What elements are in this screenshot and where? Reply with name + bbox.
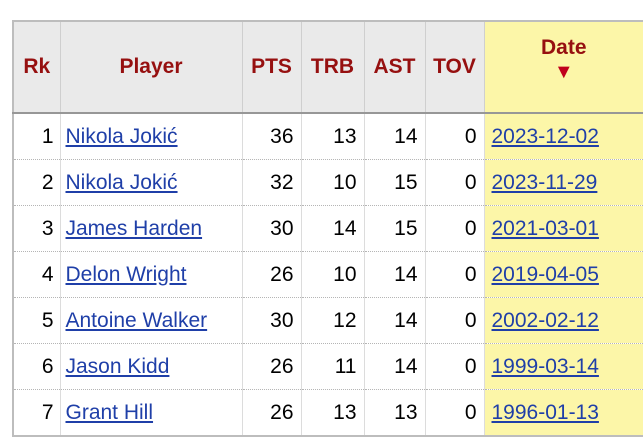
ast-cell: 15 [363, 205, 425, 252]
rank-cell: 3 [12, 205, 60, 252]
date-cell: 2002-02-12 [483, 297, 643, 344]
pts-cell: 32 [241, 159, 301, 206]
tov-cell: 0 [424, 389, 484, 437]
player-link[interactable]: Nikola Jokić [65, 170, 178, 194]
column-header-ast-label: AST [373, 55, 416, 78]
player-link[interactable]: James Harden [65, 216, 203, 240]
pts-cell: 36 [241, 113, 301, 160]
player-cell: Grant Hill [59, 389, 242, 437]
table-row: 2 Nikola Jokić 32 10 15 0 2023-11-29 [12, 159, 643, 206]
trb-cell: 10 [300, 251, 364, 298]
table-row: 7 Grant Hill 26 13 13 0 1996-01-13 [12, 389, 643, 437]
rank-cell: 5 [12, 297, 60, 344]
column-header-trb-label: TRB [310, 55, 355, 78]
player-link[interactable]: Delon Wright [65, 262, 187, 286]
rank-cell: 7 [12, 389, 60, 437]
player-link[interactable]: Grant Hill [65, 400, 154, 424]
player-cell: Nikola Jokić [59, 113, 242, 160]
trb-cell: 13 [300, 389, 364, 437]
column-header-rk[interactable]: Rk [12, 20, 61, 114]
player-cell: Nikola Jokić [59, 159, 242, 206]
rank-cell: 2 [12, 159, 60, 206]
column-header-pts-label: PTS [251, 55, 292, 78]
trb-cell: 11 [300, 343, 364, 390]
ast-cell: 14 [363, 343, 425, 390]
rank-cell: 1 [12, 113, 60, 160]
column-header-ast[interactable]: AST [363, 20, 426, 114]
table-row: 3 James Harden 30 14 15 0 2021-03-01 [12, 205, 643, 252]
stats-table: Rk Player PTS TRB AST TOV Date ▼ 1 Nikola… [12, 20, 643, 437]
ast-cell: 14 [363, 297, 425, 344]
sort-descending-icon: ▼ [553, 61, 574, 83]
rank-cell: 6 [12, 343, 60, 390]
pts-cell: 30 [241, 297, 301, 344]
tov-cell: 0 [424, 343, 484, 390]
table-row: 1 Nikola Jokić 36 13 14 0 2023-12-02 [12, 113, 643, 160]
table-row: 5 Antoine Walker 30 12 14 0 2002-02-12 [12, 297, 643, 344]
trb-cell: 12 [300, 297, 364, 344]
tov-cell: 0 [424, 205, 484, 252]
player-cell: Delon Wright [59, 251, 242, 298]
column-header-player[interactable]: Player [59, 20, 243, 114]
column-header-trb[interactable]: TRB [300, 20, 365, 114]
player-cell: Antoine Walker [59, 297, 242, 344]
stats-table-container: Rk Player PTS TRB AST TOV Date ▼ 1 Nikola… [12, 20, 644, 437]
column-header-player-label: Player [119, 55, 183, 78]
header-row: Rk Player PTS TRB AST TOV Date ▼ [12, 20, 643, 114]
ast-cell: 13 [363, 389, 425, 437]
table-row: 6 Jason Kidd 26 11 14 0 1999-03-14 [12, 343, 643, 390]
column-header-pts[interactable]: PTS [241, 20, 302, 114]
table-body: 1 Nikola Jokić 36 13 14 0 2023-12-02 2 Nikola Jo… [12, 113, 643, 437]
date-cell: 2019-04-05 [483, 251, 643, 298]
column-header-tov-label: TOV [433, 55, 476, 78]
game-date-link[interactable]: 2023-12-02 [491, 124, 599, 148]
game-date-link[interactable]: 2021-03-01 [491, 216, 599, 240]
ast-cell: 14 [363, 113, 425, 160]
tov-cell: 0 [424, 159, 484, 206]
game-date-link[interactable]: 1999-03-14 [491, 354, 599, 378]
column-header-rk-label: Rk [23, 55, 51, 78]
ast-cell: 15 [363, 159, 425, 206]
pts-cell: 26 [241, 251, 301, 298]
game-date-link[interactable]: 1996-01-13 [491, 400, 599, 424]
table-row: 4 Delon Wright 26 10 14 0 2019-04-05 [12, 251, 643, 298]
player-cell: Jason Kidd [59, 343, 242, 390]
date-cell: 1999-03-14 [483, 343, 643, 390]
column-header-date-label: Date [540, 36, 587, 59]
date-cell: 2023-11-29 [483, 159, 643, 206]
pts-cell: 30 [241, 205, 301, 252]
date-cell: 2021-03-01 [483, 205, 643, 252]
tov-cell: 0 [424, 297, 484, 344]
pts-cell: 26 [241, 343, 301, 390]
rank-cell: 4 [12, 251, 60, 298]
date-cell: 2023-12-02 [483, 113, 643, 160]
column-header-tov[interactable]: TOV [424, 20, 485, 114]
table-header: Rk Player PTS TRB AST TOV Date ▼ [12, 20, 643, 114]
game-date-link[interactable]: 2002-02-12 [491, 308, 599, 332]
player-cell: James Harden [59, 205, 242, 252]
player-link[interactable]: Jason Kidd [65, 354, 170, 378]
game-date-link[interactable]: 2019-04-05 [491, 262, 599, 286]
tov-cell: 0 [424, 251, 484, 298]
tov-cell: 0 [424, 113, 484, 160]
column-header-date[interactable]: Date ▼ [483, 20, 643, 114]
player-link[interactable]: Antoine Walker [65, 308, 208, 332]
trb-cell: 14 [300, 205, 364, 252]
trb-cell: 10 [300, 159, 364, 206]
game-date-link[interactable]: 2023-11-29 [491, 170, 598, 194]
player-link[interactable]: Nikola Jokić [65, 124, 178, 148]
ast-cell: 14 [363, 251, 425, 298]
date-cell: 1996-01-13 [483, 389, 643, 437]
pts-cell: 26 [241, 389, 301, 437]
trb-cell: 13 [300, 113, 364, 160]
